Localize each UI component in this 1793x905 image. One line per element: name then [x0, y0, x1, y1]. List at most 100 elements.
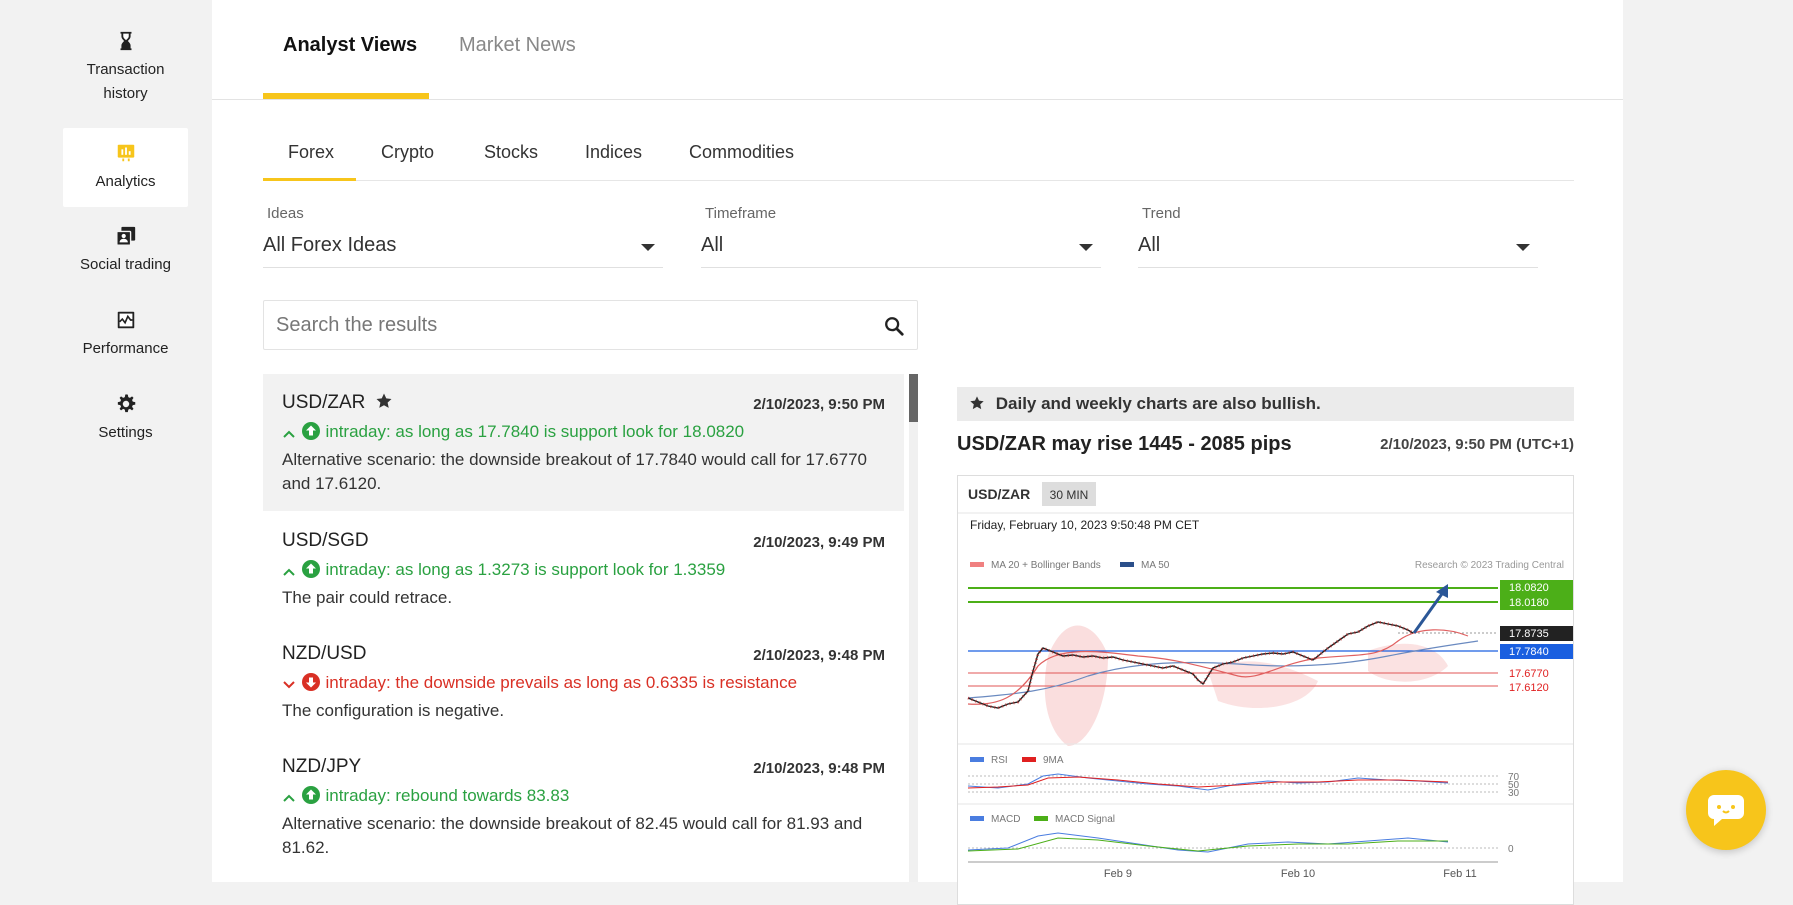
- sidebar-item-analytics[interactable]: Analytics: [63, 128, 188, 207]
- search-input[interactable]: [276, 301, 856, 349]
- chart-timeframe: 30 MIN: [1050, 488, 1089, 502]
- caret-down-icon: [1079, 244, 1093, 251]
- rsi-tick: 50: [1508, 780, 1520, 791]
- idea-description: The pair could retrace.: [282, 588, 453, 607]
- detail-date: 2/10/2023, 9:50 PM (UTC+1): [1380, 436, 1574, 453]
- timeframe-filter: Timeframe All: [701, 205, 1101, 268]
- trend-dropdown-value: All: [1138, 234, 1161, 256]
- main-panel: Analyst Views Market News Forex Crypto S…: [212, 0, 1623, 905]
- star-icon: [970, 396, 984, 410]
- analytics-icon: [117, 144, 134, 162]
- timeframe-dropdown-value: All: [701, 234, 724, 256]
- idea-signal: intraday: as long as 1.3273 is support l…: [282, 558, 885, 582]
- chat-button[interactable]: [1686, 770, 1766, 850]
- sidebar: Transaction history Analytics Social tra…: [0, 0, 212, 882]
- support-1-label: 17.6770: [1509, 668, 1549, 680]
- list-item[interactable]: NZD/JPY 2/10/2023, 9:48 PM intraday: reb…: [263, 738, 904, 878]
- last-price-label: 17.8735: [1509, 628, 1549, 640]
- projection-arrow: [1412, 590, 1446, 634]
- idea-pair: NZD/USD: [282, 643, 367, 664]
- idea-description: The configuration is negative.: [282, 701, 505, 720]
- list-item[interactable]: USD/ZAR 2/10/2023, 9:50 PM intraday: as …: [263, 374, 904, 511]
- tab-stocks[interactable]: Stocks: [484, 142, 539, 162]
- target-1-label: 18.0820: [1509, 582, 1549, 594]
- sidebar-item-transaction-history[interactable]: Transaction history: [63, 30, 188, 106]
- sidebar-item-label: Settings: [98, 424, 153, 441]
- list-item[interactable]: NZD/USD 2/10/2023, 9:48 PM intraday: the…: [263, 625, 904, 738]
- detail-headline: USD/ZAR may rise 1445 - 2085 pips 2/10/2…: [957, 433, 1574, 463]
- idea-signal-text: intraday: rebound towards 83.83: [325, 786, 570, 805]
- scrollbar-thumb[interactable]: [909, 374, 918, 422]
- sidebar-item-label: Analytics: [95, 173, 156, 190]
- arrow-up-circle-icon: [301, 560, 320, 578]
- macd-tick: 0: [1508, 844, 1514, 855]
- asset-class-tabs: Forex Crypto Stocks Indices Commodities: [263, 130, 1574, 181]
- x-tick: Feb 9: [1104, 868, 1132, 880]
- trend-dropdown[interactable]: All: [1138, 234, 1538, 268]
- idea-pair: USD/SGD: [282, 530, 369, 551]
- timeframe-badge: [1042, 482, 1096, 506]
- idea-signal-text: intraday: the downside prevails as long …: [325, 673, 798, 692]
- timeframe-dropdown[interactable]: All: [701, 234, 1101, 268]
- search-icon[interactable]: [883, 315, 905, 337]
- price-line: [967, 621, 1414, 709]
- tab-indices[interactable]: Indices: [585, 142, 643, 162]
- trend-filter: Trend All: [1138, 205, 1538, 268]
- rsi-tick: 30: [1508, 788, 1520, 799]
- ma20-legend-swatch: [970, 562, 984, 567]
- chevron-up-icon: [283, 568, 295, 576]
- chart-timestamp: Friday, February 10, 2023 9:50:48 PM CET: [970, 518, 1200, 532]
- sidebar-item-social-trading[interactable]: Social trading: [63, 225, 188, 277]
- chevron-up-icon: [283, 430, 295, 438]
- idea-date: 2/10/2023, 9:48 PM: [753, 760, 885, 777]
- sidebar-item-label: Performance: [82, 340, 169, 357]
- support-2-label: 17.6120: [1509, 682, 1549, 694]
- star-icon[interactable]: [375, 392, 393, 410]
- active-subtab-indicator: [263, 178, 356, 181]
- ideas-list: USD/ZAR 2/10/2023, 9:50 PM intraday: as …: [263, 374, 904, 882]
- rsi-tick: 70: [1508, 772, 1520, 783]
- tab-crypto[interactable]: Crypto: [381, 142, 435, 162]
- gear-icon: [117, 394, 135, 413]
- rsi-legend: RSI: [991, 755, 1008, 766]
- x-tick: Feb 10: [1281, 868, 1315, 880]
- sidebar-item-label: Transaction history: [86, 61, 165, 102]
- sidebar-item-label: Social trading: [80, 256, 171, 273]
- active-tab-indicator: [263, 93, 429, 99]
- idea-pair: NZD/JPY: [282, 756, 362, 777]
- tab-forex[interactable]: Forex: [288, 142, 335, 162]
- ideas-scrollbar[interactable]: [909, 374, 918, 882]
- chart-credit: Research © 2023 Trading Central: [1415, 560, 1564, 571]
- ideas-dropdown-value: All Forex Ideas: [263, 234, 397, 256]
- detail-banner: Daily and weekly charts are also bullish…: [957, 387, 1574, 421]
- chevron-up-icon: [283, 794, 295, 802]
- ma20-line: [967, 629, 1469, 705]
- caret-down-icon: [641, 244, 655, 251]
- ma20-legend: MA 20 + Bollinger Bands: [991, 560, 1101, 571]
- ideas-dropdown[interactable]: All Forex Ideas: [263, 234, 663, 268]
- sidebar-item-performance[interactable]: Performance: [63, 309, 188, 361]
- idea-signal: intraday: the downside prevails as long …: [282, 671, 885, 695]
- chart-symbol: USD/ZAR: [968, 486, 1030, 502]
- search-box: [263, 300, 918, 350]
- idea-date: 2/10/2023, 9:50 PM: [753, 396, 885, 413]
- timeframe-filter-label: Timeframe: [705, 205, 777, 222]
- pivot-label: 17.7840: [1509, 646, 1549, 658]
- chevron-down-icon: [283, 681, 295, 689]
- sidebar-item-settings[interactable]: Settings: [63, 393, 188, 445]
- tab-analyst-views[interactable]: Analyst Views: [283, 34, 418, 56]
- performance-icon: [117, 311, 134, 329]
- idea-signal: intraday: rebound towards 83.83: [282, 784, 885, 808]
- idea-detail-panel: Daily and weekly charts are also bullish…: [957, 387, 1574, 905]
- ideas-filter-label: Ideas: [267, 205, 304, 222]
- rsi-line: [967, 773, 1449, 791]
- list-item[interactable]: USD/SGD 2/10/2023, 9:49 PM intraday: as …: [263, 512, 904, 625]
- arrow-down-circle-icon: [301, 673, 320, 691]
- idea-description: Alternative scenario: the downside break…: [282, 450, 867, 493]
- macd-signal-legend: MACD Signal: [1055, 814, 1115, 825]
- tab-commodities[interactable]: Commodities: [689, 142, 795, 162]
- tab-market-news[interactable]: Market News: [459, 34, 576, 56]
- chat-icon: [1708, 795, 1744, 826]
- top-tabs: Analyst Views Market News: [212, 0, 1623, 100]
- idea-description: Alternative scenario: the downside break…: [282, 814, 863, 857]
